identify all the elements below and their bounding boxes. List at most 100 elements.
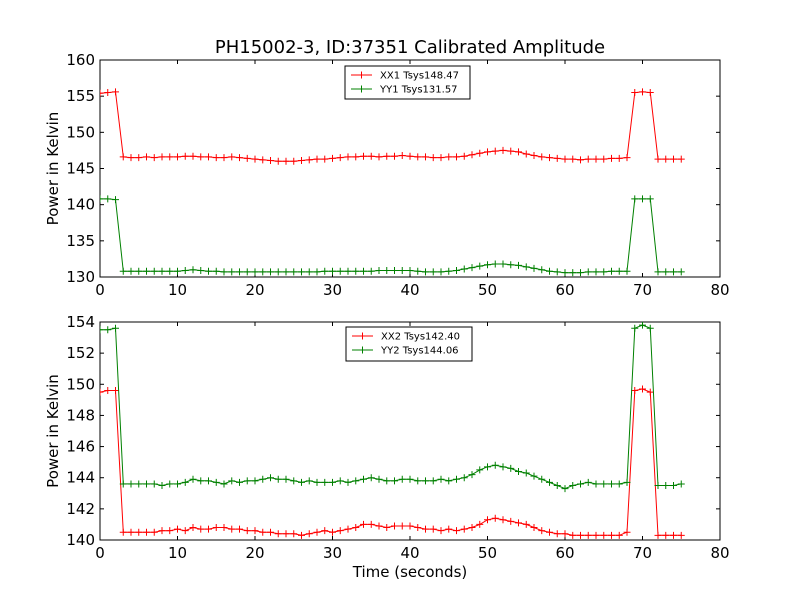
data-point-marker (174, 480, 181, 488)
data-point-marker (197, 477, 205, 485)
data-point-marker (507, 147, 515, 155)
bottom-panel: 0 10 20 30 40 50 60 70 80 140 142 144 146 148 150 152 15… (44, 313, 730, 562)
data-point-marker (104, 195, 112, 203)
data-point-marker (484, 463, 491, 471)
data-point-marker (104, 326, 112, 334)
data-point-marker (391, 152, 398, 160)
data-point-marker (181, 527, 189, 535)
data-point-marker (615, 480, 623, 488)
data-point-marker (197, 153, 205, 161)
data-point-marker (251, 155, 259, 163)
data-point-marker (422, 153, 429, 161)
data-point-marker (460, 152, 468, 160)
data-point-marker (623, 478, 631, 486)
data-point-marker (150, 154, 158, 162)
data-point-marker (646, 388, 654, 396)
series-line (100, 198, 682, 274)
y-tick-label: 154 (66, 313, 95, 331)
data-point-marker (127, 528, 135, 536)
legend-marker (359, 346, 366, 354)
data-point-marker (460, 474, 468, 482)
data-point-marker (352, 477, 360, 485)
data-point-marker (197, 525, 205, 533)
data-point-marker (313, 528, 321, 536)
data-point-marker (600, 155, 608, 163)
data-point-marker (600, 480, 608, 488)
data-point-marker (499, 463, 507, 471)
data-point-marker (298, 478, 305, 486)
data-point-marker (305, 268, 313, 276)
data-point-marker (515, 148, 522, 156)
data-point-marker (344, 525, 352, 533)
data-point-marker (220, 268, 228, 276)
data-point-marker (623, 154, 631, 162)
data-point-marker (530, 151, 538, 159)
data-point-marker (460, 265, 468, 273)
data-point-marker (112, 324, 119, 332)
data-point-marker (181, 478, 189, 486)
data-point-marker (662, 268, 670, 276)
y-tick-label: 148 (66, 406, 95, 424)
data-point-marker (236, 268, 243, 276)
data-point-marker (476, 262, 484, 270)
data-point-marker (127, 267, 135, 275)
data-point-marker (321, 155, 329, 163)
x-tick-label: 30 (323, 544, 342, 562)
data-point-marker (468, 264, 476, 272)
data-point-marker (174, 267, 181, 275)
data-point-marker (600, 531, 608, 539)
data-point-marker (429, 154, 437, 162)
data-point-marker (670, 155, 677, 163)
data-point-marker (189, 524, 197, 532)
y-tick-label: 152 (66, 344, 95, 362)
data-point-marker (414, 477, 422, 485)
data-point-marker (553, 154, 561, 162)
data-point-marker (352, 267, 360, 275)
data-point-marker (546, 267, 553, 275)
data-point-marker (631, 195, 639, 203)
y-axis-label: Power in Kelvin (44, 374, 62, 488)
data-point-marker (367, 474, 375, 482)
data-point-marker (437, 475, 445, 483)
data-point-marker (623, 267, 631, 275)
data-point-marker (205, 525, 212, 533)
data-point-marker (259, 156, 267, 164)
data-point-marker (174, 153, 181, 161)
data-point-marker (236, 154, 243, 162)
data-point-marker (251, 527, 259, 535)
data-point-marker (577, 269, 584, 277)
legend-marker (358, 71, 365, 79)
data-point-marker (491, 514, 499, 522)
y-tick-label: 144 (66, 469, 95, 487)
data-point-marker (344, 153, 352, 161)
data-point-marker (437, 154, 445, 162)
data-point-marker (491, 461, 499, 469)
data-point-marker (507, 261, 515, 269)
data-point-marker (453, 153, 460, 161)
data-point-marker (654, 155, 662, 163)
legend-box (345, 326, 473, 362)
x-tick-label: 80 (710, 544, 729, 562)
data-point-marker (205, 477, 212, 485)
data-point-marker (608, 154, 615, 162)
data-point-marker (100, 195, 104, 203)
data-point-marker (677, 155, 685, 163)
data-point-marker (243, 268, 251, 276)
data-point-marker (166, 267, 174, 275)
data-point-marker (584, 155, 592, 163)
data-point-marker (212, 267, 220, 275)
data-point-marker (530, 524, 538, 532)
data-point-marker (522, 150, 530, 158)
data-point-marker (422, 477, 429, 485)
data-point-marker (228, 153, 236, 161)
data-point-marker (584, 531, 592, 539)
data-point-marker (654, 531, 662, 539)
data-point-marker (662, 531, 670, 539)
data-point-marker (507, 517, 515, 525)
legend-marker (359, 332, 366, 340)
chart-title: PH15002-3, ID:37351 Calibrated Amplitude (215, 37, 605, 58)
data-point-marker (592, 531, 600, 539)
data-point-marker (592, 480, 600, 488)
x-tick-label: 20 (245, 281, 264, 299)
data-point-marker (476, 149, 484, 157)
